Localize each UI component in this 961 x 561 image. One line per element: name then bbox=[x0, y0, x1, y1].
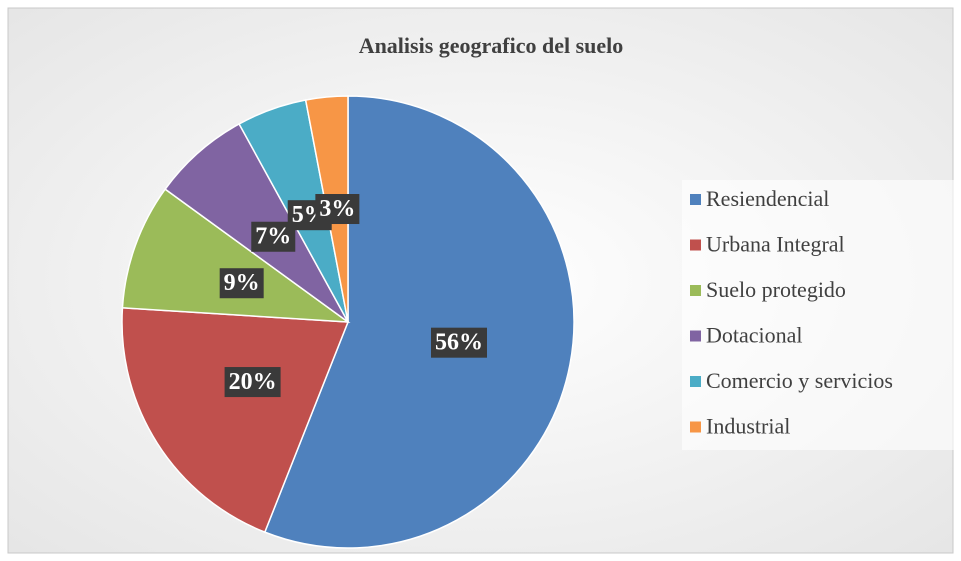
pie-slice bbox=[121, 188, 351, 323]
legend-label: Urbana Integral bbox=[706, 232, 845, 257]
data-label-box bbox=[224, 367, 281, 398]
pie-slice bbox=[121, 307, 350, 534]
data-label: 3% bbox=[319, 196, 355, 222]
data-label-box bbox=[315, 194, 360, 225]
legend-swatch bbox=[690, 239, 701, 251]
legend-label: Dotacional bbox=[706, 323, 803, 348]
pie-slice bbox=[263, 95, 575, 549]
legend-swatch bbox=[690, 421, 701, 433]
data-label: 7% bbox=[255, 224, 291, 250]
legend-swatch bbox=[690, 376, 701, 387]
data-label-box bbox=[219, 268, 264, 299]
legend-swatch bbox=[690, 194, 701, 205]
legend-swatch bbox=[690, 285, 701, 296]
data-label: 9% bbox=[224, 270, 260, 296]
legend-swatch bbox=[690, 330, 701, 342]
legend-label: Industrial bbox=[706, 414, 790, 439]
data-label: 20% bbox=[229, 369, 277, 395]
legend-label: Comercio y servicios bbox=[706, 368, 893, 393]
legend-label: Resiendencial bbox=[706, 186, 829, 211]
legend-box bbox=[682, 180, 954, 450]
legend-label: Suelo protegido bbox=[706, 277, 846, 302]
data-label: 56% bbox=[435, 330, 483, 356]
chart-title: Analisis geografico del suelo bbox=[359, 33, 624, 58]
data-label-box bbox=[430, 327, 487, 358]
